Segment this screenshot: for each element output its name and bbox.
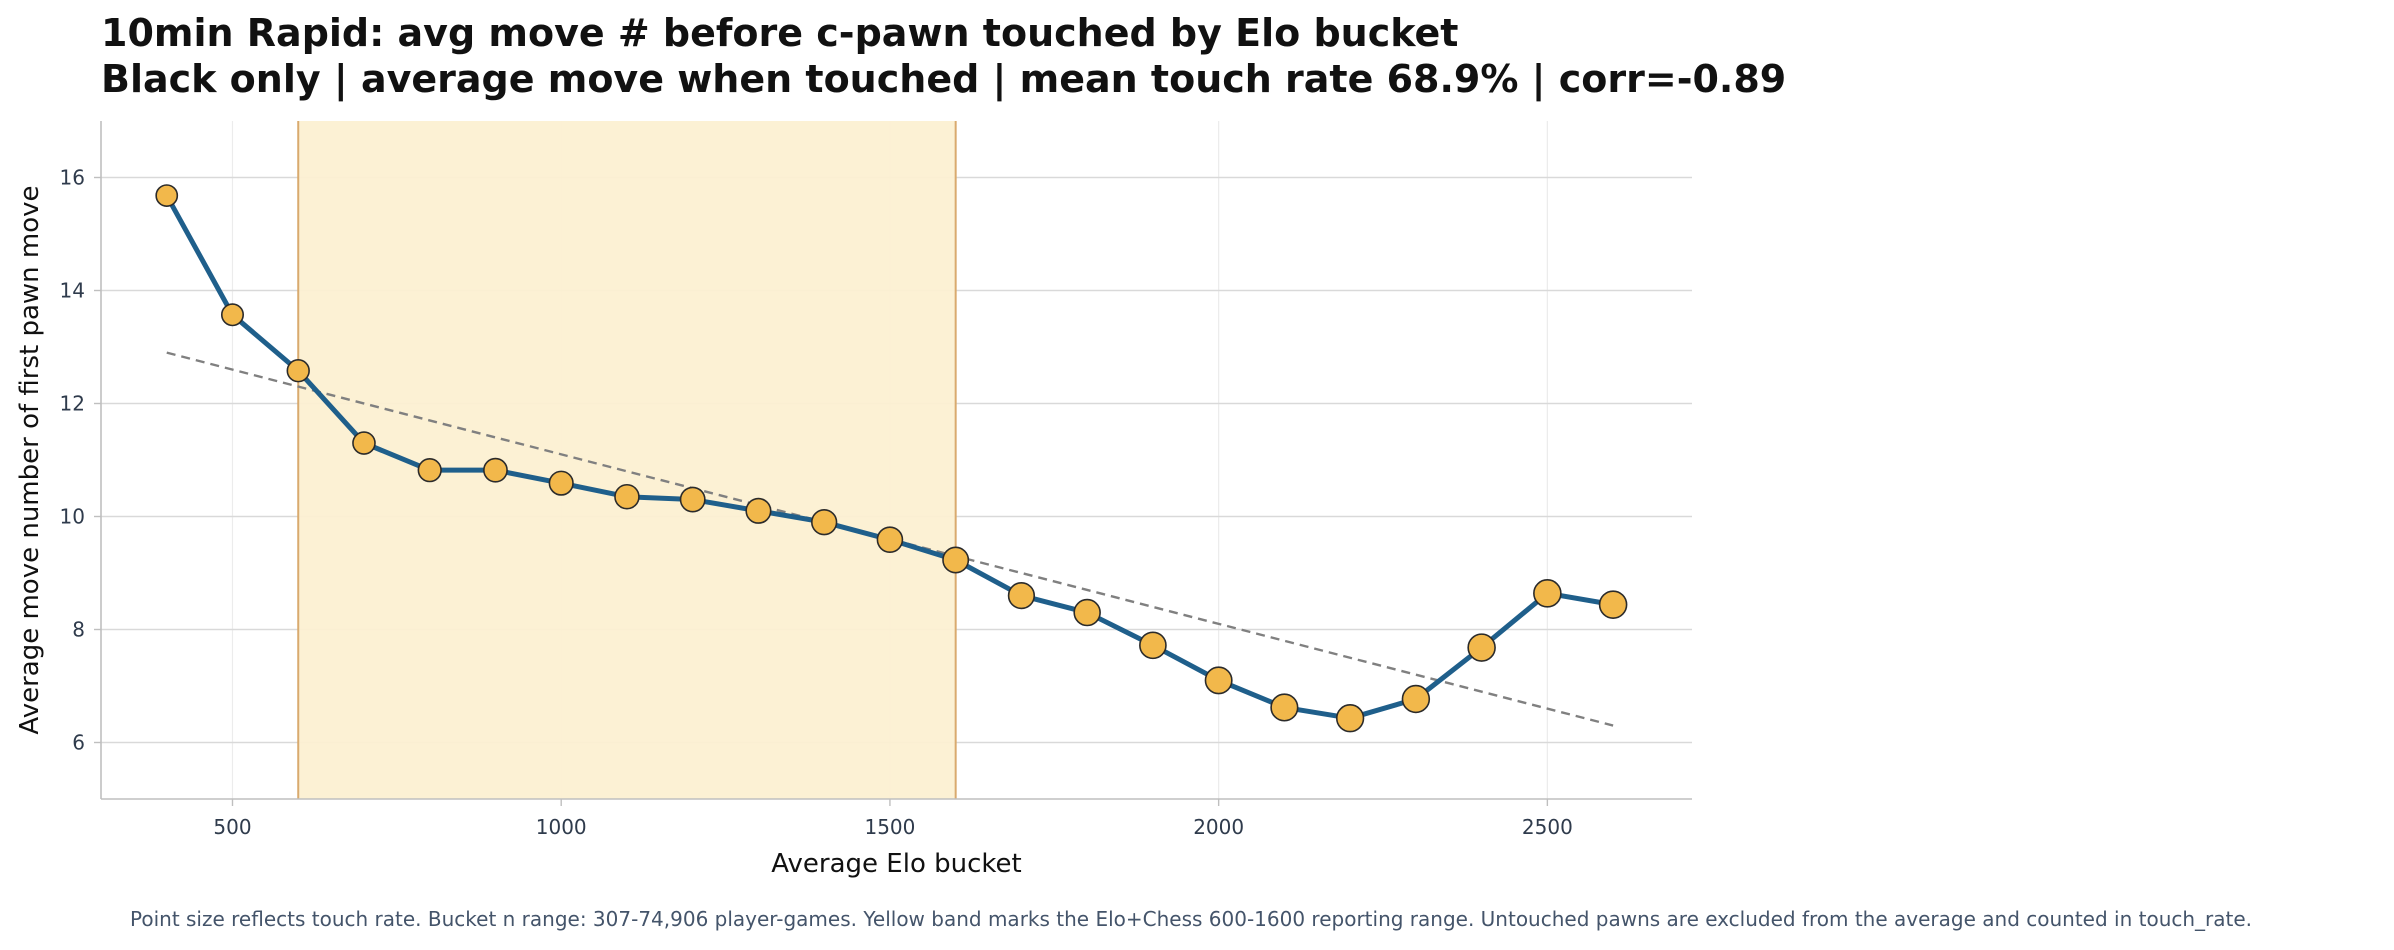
data-point bbox=[155, 184, 179, 207]
trend-line bbox=[166, 351, 1614, 727]
chart-title: 10min Rapid: avg move # before c-pawn to… bbox=[101, 10, 1786, 102]
data-point bbox=[679, 486, 706, 513]
y-tick-label: 8 bbox=[72, 618, 85, 642]
data-point bbox=[1598, 590, 1628, 619]
data-point bbox=[1401, 684, 1431, 714]
data-point bbox=[1073, 598, 1101, 627]
x-tick-label: 2000 bbox=[1193, 815, 1244, 839]
x-tick-label: 1000 bbox=[536, 815, 587, 839]
highlight-band bbox=[298, 121, 956, 799]
data-point bbox=[745, 497, 772, 524]
y-tick-label: 16 bbox=[60, 166, 85, 190]
x-tick-label: 2500 bbox=[1522, 815, 1573, 839]
data-point bbox=[811, 508, 838, 536]
y-tick-label: 10 bbox=[60, 505, 85, 529]
data-point bbox=[352, 431, 376, 455]
chart-title-line1: 10min Rapid: avg move # before c-pawn to… bbox=[101, 11, 1459, 55]
footnote: Point size reflects touch rate. Bucket n… bbox=[130, 907, 2253, 931]
data-point bbox=[942, 546, 970, 574]
y-tick-label: 6 bbox=[72, 731, 85, 755]
data-point bbox=[483, 457, 508, 483]
data-point bbox=[1467, 633, 1496, 662]
data-point bbox=[1335, 704, 1365, 733]
data-point bbox=[1007, 581, 1036, 610]
data-point bbox=[1204, 666, 1233, 695]
y-tick-label: 12 bbox=[60, 392, 85, 416]
x-tick-label: 500 bbox=[213, 815, 251, 839]
y-axis-label: Average move number of first pawn move bbox=[15, 185, 45, 734]
x-tick-label: 1500 bbox=[864, 815, 915, 839]
y-tick-label: 14 bbox=[60, 279, 85, 303]
data-point bbox=[1533, 579, 1562, 608]
data-point bbox=[548, 470, 574, 496]
data-point bbox=[417, 458, 442, 483]
data-point bbox=[1139, 631, 1167, 660]
data-point bbox=[286, 359, 310, 383]
data-point bbox=[1270, 693, 1299, 722]
x-axis-label: Average Elo bucket bbox=[771, 849, 1021, 879]
chart-title-line2: Black only | average move when touched |… bbox=[101, 57, 1787, 101]
data-point bbox=[220, 303, 244, 327]
data-point bbox=[614, 483, 640, 510]
data-point bbox=[876, 526, 904, 553]
